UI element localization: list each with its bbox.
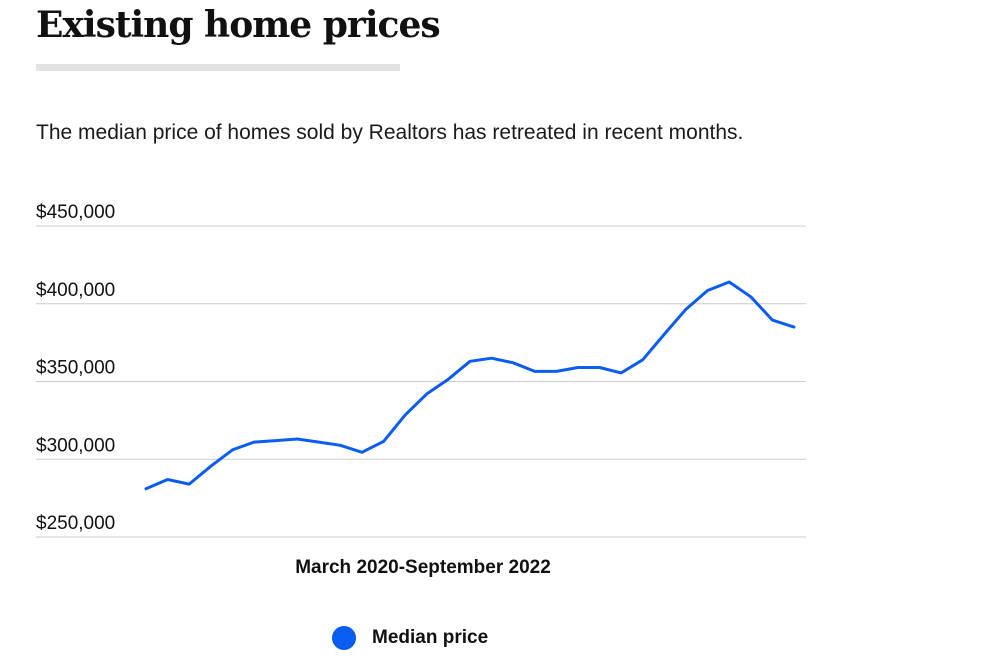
- y-tick-label: $250,000: [36, 513, 115, 534]
- page-title: Existing home prices: [36, 4, 441, 46]
- legend-label-median-price: Median price: [372, 627, 489, 648]
- y-axis-tick-labels: $450,000 $400,000 $350,000 $300,000 $250,000: [36, 202, 115, 534]
- y-tick-label: $300,000: [36, 435, 115, 456]
- title-underline: [36, 64, 400, 71]
- x-axis-label: March 2020-September 2022: [295, 557, 551, 578]
- series-line: [144, 280, 796, 491]
- chart-subtitle: The median price of homes sold by Realto…: [36, 121, 744, 144]
- y-tick-label: $450,000: [36, 202, 115, 223]
- y-tick-label: $350,000: [36, 358, 115, 379]
- y-tick-label: $400,000: [36, 280, 115, 301]
- legend-swatch-median-price: [332, 626, 356, 650]
- series-median-price: [144, 280, 796, 491]
- chart-legend: Median price: [332, 624, 488, 652]
- grid-lines: [36, 225, 806, 538]
